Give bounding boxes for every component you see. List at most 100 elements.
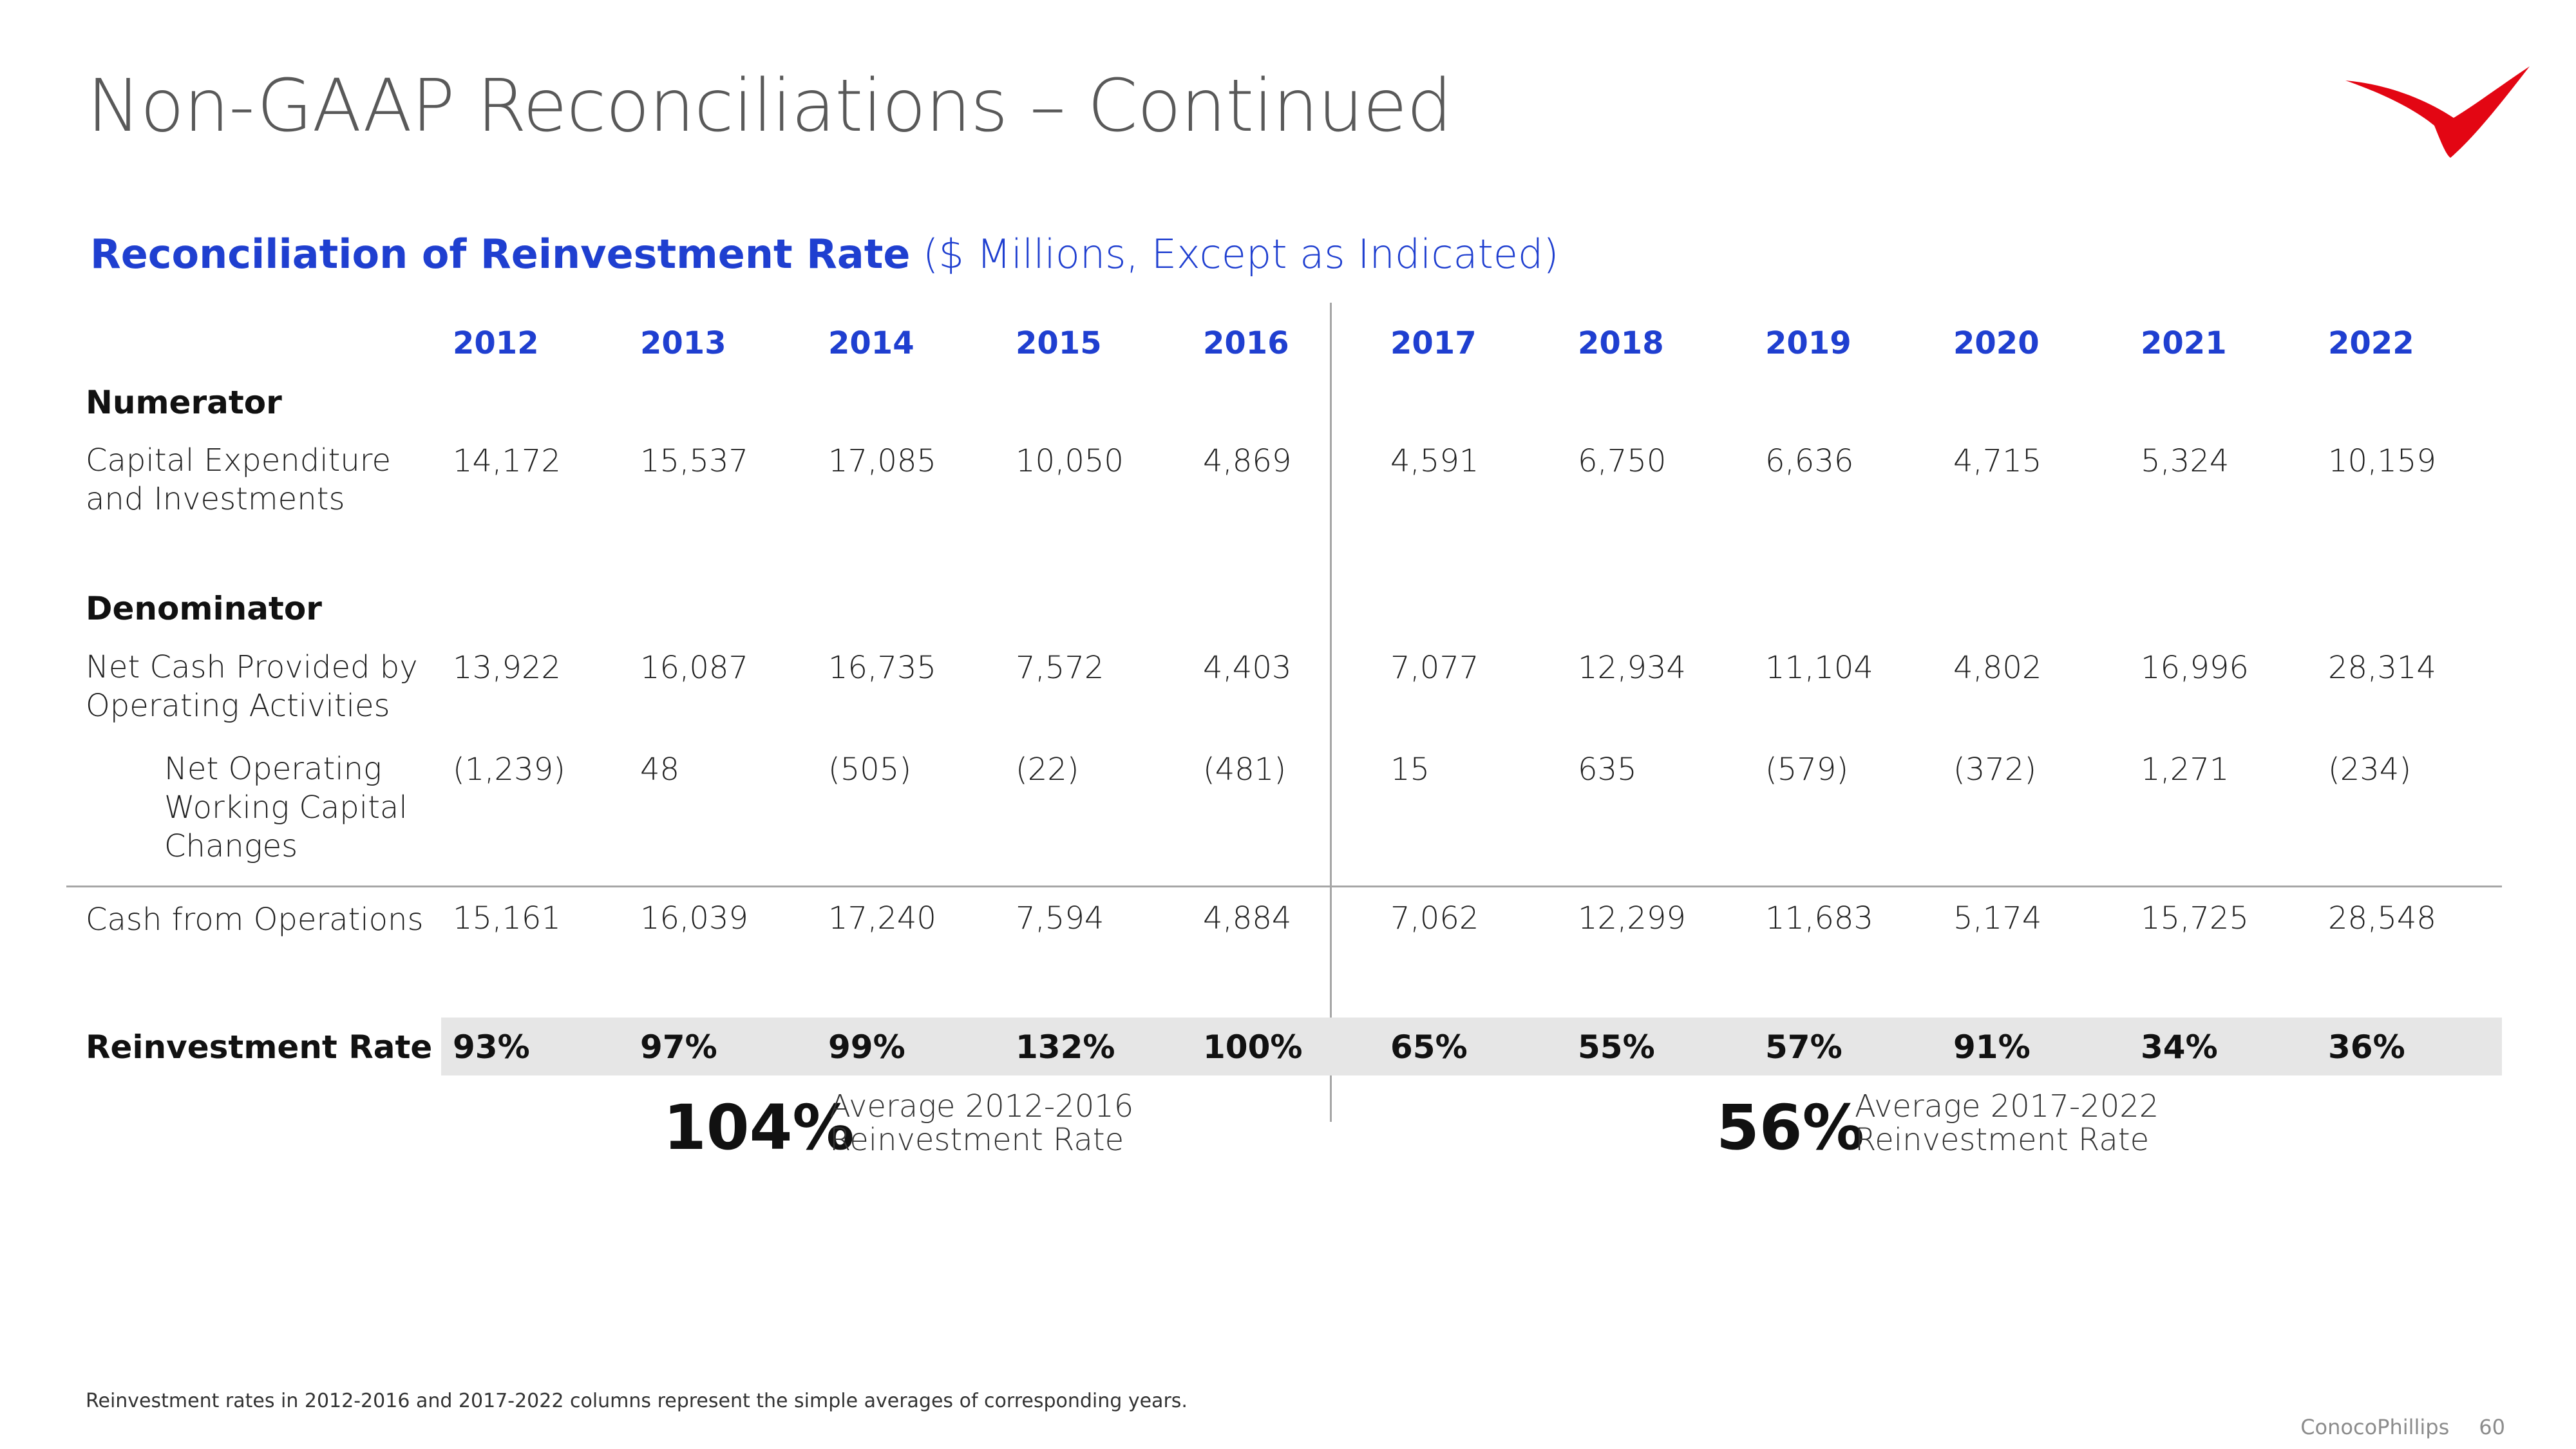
capex-cell: 4,591 <box>1390 443 1479 479</box>
net-cash-cell: 16,735 <box>828 650 936 686</box>
working-capital-label-line: Changes <box>164 828 298 864</box>
working-capital-cell: (505) <box>828 752 912 788</box>
working-capital-cell: (579) <box>1765 752 1849 788</box>
net-cash-row-label: Net Cash Provided by Operating Activitie… <box>86 648 418 725</box>
reinvestment-rate-cell: 34% <box>2141 1028 2218 1066</box>
page-number: 60 <box>2479 1415 2505 1439</box>
year-header: 2020 <box>1953 325 2040 361</box>
reinvestment-rate-cell: 99% <box>828 1028 905 1066</box>
capex-cell: 5,324 <box>2141 443 2230 479</box>
page-title: Non-GAAP Reconciliations – Continued <box>87 64 1452 148</box>
capex-cell: 17,085 <box>828 443 936 479</box>
table-divider <box>66 886 2502 887</box>
net-cash-cell: 12,934 <box>1578 650 1686 686</box>
net-cash-cell: 11,104 <box>1765 650 1873 686</box>
cfo-row-label: Cash from Operations <box>86 902 424 938</box>
cfo-cell: 12,299 <box>1578 900 1686 936</box>
capex-cell: 6,750 <box>1578 443 1667 479</box>
reinvestment-rate-cell: 132% <box>1016 1028 1115 1066</box>
period-divider <box>1330 303 1332 1122</box>
capex-cell: 4,715 <box>1953 443 2042 479</box>
average-2017-2022-value: 56% <box>1716 1092 1864 1164</box>
average-2012-2016-caption: Average 2012-2016 Reinvestment Rate <box>829 1090 1133 1157</box>
footnote: Reinvestment rates in 2012-2016 and 2017… <box>86 1390 1188 1412</box>
cfo-cell: 15,725 <box>2141 900 2249 936</box>
net-cash-cell: 28,314 <box>2328 650 2436 686</box>
working-capital-cell: 48 <box>640 752 680 788</box>
average-caption-line: Average 2017-2022 <box>1855 1088 2159 1124</box>
working-capital-label-line: Net Operating <box>164 751 382 787</box>
year-header: 2022 <box>2328 325 2414 361</box>
capex-label-line: Capital Expenditure <box>86 442 391 478</box>
average-2017-2022-caption: Average 2017-2022 Reinvestment Rate <box>1855 1090 2159 1157</box>
cfo-cell: 4,884 <box>1203 900 1292 936</box>
cfo-cell: 15,161 <box>453 900 561 936</box>
subtitle-bold: Reconciliation of Reinvestment Rate <box>90 231 911 278</box>
cfo-cell: 16,039 <box>640 900 748 936</box>
reinvestment-rate-cell: 100% <box>1203 1028 1303 1066</box>
year-header: 2021 <box>2141 325 2227 361</box>
capex-cell: 4,869 <box>1203 443 1292 479</box>
capex-cell: 6,636 <box>1765 443 1854 479</box>
average-caption-line: Average 2012-2016 <box>829 1088 1134 1124</box>
working-capital-cell: (481) <box>1203 752 1287 788</box>
reinvestment-rate-label: Reinvestment Rate <box>86 1028 433 1066</box>
working-capital-cell: (372) <box>1953 752 2037 788</box>
capex-cell: 10,050 <box>1016 443 1124 479</box>
working-capital-row-label: Net Operating Working Capital Changes <box>164 750 408 866</box>
net-cash-label-line: Net Cash Provided by <box>86 649 418 685</box>
working-capital-cell: 635 <box>1578 752 1637 788</box>
table-subtitle: Reconciliation of Reinvestment Rate ($ M… <box>90 231 1558 278</box>
capex-cell: 14,172 <box>453 443 561 479</box>
net-cash-cell: 7,572 <box>1016 650 1104 686</box>
reinvestment-rate-cell: 91% <box>1953 1028 2031 1066</box>
reinvestment-rate-cell: 65% <box>1390 1028 1468 1066</box>
net-cash-cell: 13,922 <box>453 650 561 686</box>
cfo-cell: 11,683 <box>1765 900 1873 936</box>
reinvestment-rate-cell: 57% <box>1765 1028 1842 1066</box>
net-cash-cell: 7,077 <box>1390 650 1479 686</box>
capex-label-line: and Investments <box>86 481 345 517</box>
net-cash-cell: 16,087 <box>640 650 748 686</box>
capex-cell: 10,159 <box>2328 443 2436 479</box>
working-capital-cell: (22) <box>1016 752 1079 788</box>
reinvestment-rate-cell: 55% <box>1578 1028 1655 1066</box>
year-header: 2018 <box>1578 325 1664 361</box>
year-header: 2019 <box>1765 325 1852 361</box>
net-cash-cell: 4,403 <box>1203 650 1292 686</box>
net-cash-cell: 16,996 <box>2141 650 2249 686</box>
working-capital-cell: (234) <box>2328 752 2412 788</box>
cfo-cell: 7,594 <box>1016 900 1104 936</box>
average-caption-line: Reinvestment Rate <box>1855 1122 2150 1158</box>
reinvestment-rate-cell: 36% <box>2328 1028 2405 1066</box>
year-header: 2016 <box>1203 325 1289 361</box>
cfo-cell: 28,548 <box>2328 900 2436 936</box>
footer-company: ConocoPhillips <box>2300 1415 2450 1439</box>
year-header: 2015 <box>1016 325 1102 361</box>
reinvestment-rate-cell: 97% <box>640 1028 717 1066</box>
average-2012-2016-value: 104% <box>663 1092 855 1164</box>
denominator-label: Denominator <box>86 590 322 627</box>
net-cash-label-line: Operating Activities <box>86 688 390 724</box>
year-header: 2014 <box>828 325 914 361</box>
page-footer: ConocoPhillips 60 <box>2300 1415 2505 1439</box>
capex-cell: 15,537 <box>640 443 748 479</box>
reinvestment-rate-band <box>441 1018 2502 1075</box>
cfo-cell: 17,240 <box>828 900 936 936</box>
year-header: 2013 <box>640 325 726 361</box>
year-header: 2017 <box>1390 325 1477 361</box>
working-capital-cell: 15 <box>1390 752 1430 788</box>
cfo-cell: 7,062 <box>1390 900 1479 936</box>
subtitle-units: ($ Millions, Except as Indicated) <box>923 231 1559 278</box>
working-capital-cell: (1,239) <box>453 752 565 788</box>
company-logo-icon <box>2345 66 2530 158</box>
numerator-label: Numerator <box>86 384 282 421</box>
capex-row-label: Capital Expenditure and Investments <box>86 441 391 518</box>
working-capital-label-line: Working Capital <box>164 790 408 826</box>
cfo-cell: 5,174 <box>1953 900 2042 936</box>
working-capital-cell: 1,271 <box>2141 752 2230 788</box>
net-cash-cell: 4,802 <box>1953 650 2042 686</box>
year-header: 2012 <box>453 325 539 361</box>
average-caption-line: Reinvestment Rate <box>829 1122 1124 1158</box>
reinvestment-rate-cell: 93% <box>453 1028 530 1066</box>
